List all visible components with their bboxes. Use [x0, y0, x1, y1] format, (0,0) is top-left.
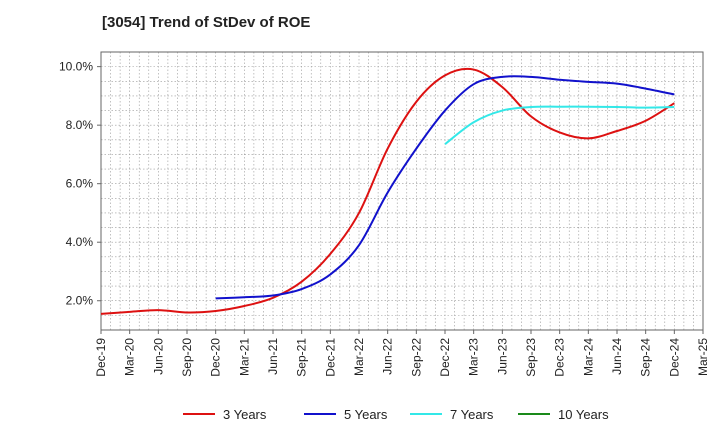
x-tick-label: Mar-23: [467, 338, 481, 376]
x-tick-label: Mar-25: [696, 338, 710, 376]
x-tick-label: Sep-21: [295, 338, 309, 377]
x-tick-label: Mar-24: [581, 338, 595, 376]
x-tick-label: Sep-22: [409, 338, 423, 377]
x-tick-label: Dec-21: [323, 338, 337, 377]
x-tick-label: Mar-22: [352, 338, 366, 376]
x-tick-label: Jun-24: [610, 338, 624, 375]
y-tick-label: 4.0%: [66, 235, 94, 249]
grid-layer: [101, 51, 703, 330]
x-tick-label: Dec-19: [94, 338, 108, 377]
tick-layer: 2.0% 4.0% 6.0% 8.0% 10.0% Dec-19 Mar-20 Jun-20 S…: [59, 60, 710, 377]
x-tick-label: Sep-23: [524, 338, 538, 377]
x-tick-label: Dec-22: [438, 338, 452, 377]
series-line-3-years: [100, 67, 675, 315]
legend-label-5-years: 5 Years: [344, 407, 388, 422]
legend-label-3-years: 3 Years: [223, 407, 267, 422]
series-line-5-years: [215, 75, 675, 300]
x-tick-label: Sep-24: [639, 338, 653, 377]
x-tick-label: Jun-22: [381, 338, 395, 375]
x-tick-label: Jun-23: [495, 338, 509, 375]
y-tick-label: 8.0%: [66, 118, 94, 132]
plot-frame: [100, 51, 704, 331]
x-tick-label: Sep-20: [180, 338, 194, 377]
x-tick-label: Jun-20: [151, 338, 165, 375]
legend-label-10-years: 10 Years: [558, 407, 609, 422]
x-tick-label: Jun-21: [266, 338, 280, 375]
series-line-7-years: [444, 105, 675, 145]
chart-title: [3054] Trend of StDev of ROE: [102, 14, 311, 31]
x-tick-label: Dec-23: [553, 338, 567, 377]
y-tick-label: 10.0%: [59, 60, 93, 74]
x-tick-label: Dec-24: [667, 338, 681, 377]
y-tick-label: 2.0%: [66, 294, 94, 308]
y-tick-label: 6.0%: [66, 177, 94, 191]
x-tick-label: Mar-21: [237, 338, 251, 376]
x-tick-label: Dec-20: [209, 338, 223, 377]
x-tick-label: Mar-20: [123, 338, 137, 376]
legend-label-7-years: 7 Years: [450, 407, 494, 422]
series-layer: [100, 67, 675, 315]
legend-layer: 3 Years 5 Years 7 Years 10 Years: [183, 407, 609, 422]
